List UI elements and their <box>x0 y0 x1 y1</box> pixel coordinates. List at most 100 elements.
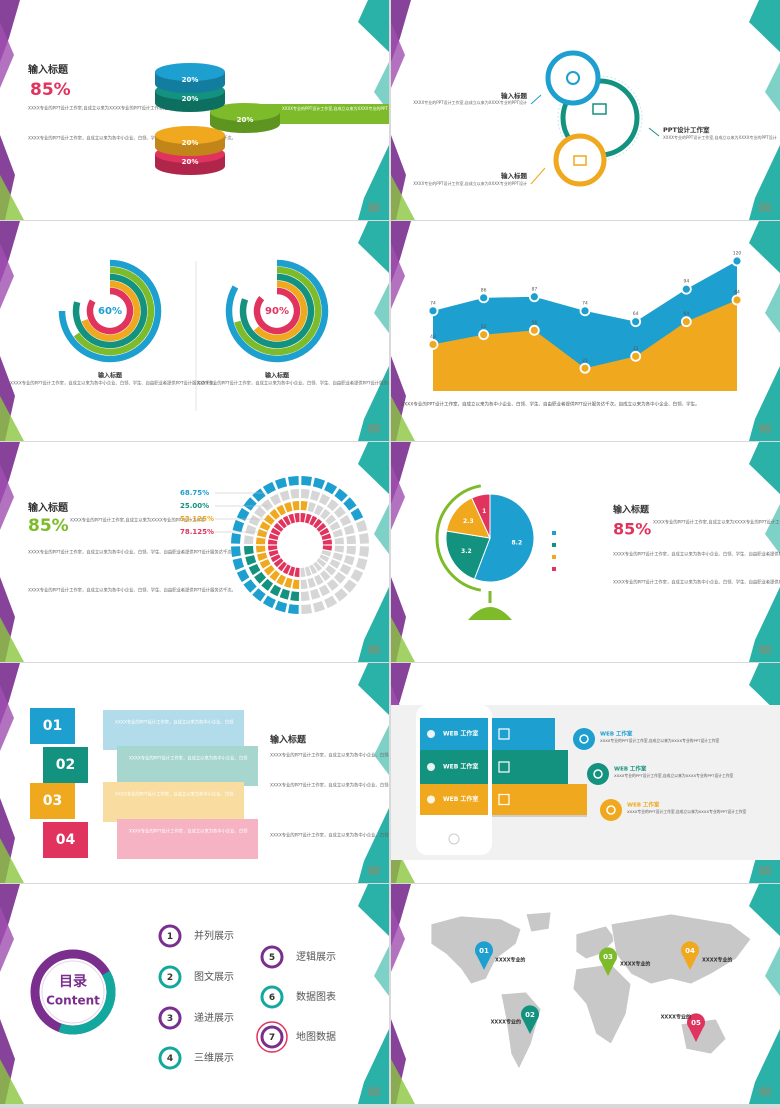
item-number: 3 <box>167 1014 173 1024</box>
pin <box>599 947 617 976</box>
ring-segment <box>270 527 281 536</box>
ring-arc <box>81 280 141 342</box>
ring-segment <box>321 549 332 557</box>
bar-text: XXXX专业的PPT设计工作室，自成立以来为各中小企业、白领 <box>129 755 248 762</box>
ring-segment <box>312 477 326 490</box>
body-text: XXXX专业的PPT设计工作室，自成立以来为各中小企业、白领、学生、自由职业者提… <box>28 549 236 556</box>
ring-segment <box>252 588 266 602</box>
decoration <box>358 1029 389 1104</box>
decoration <box>374 283 389 333</box>
ring-segment <box>236 569 250 583</box>
decoration <box>0 906 14 972</box>
body-text: XXXX专业的PPT设计工作室,自成立以来为XXXX专业的PPT设计工作室 <box>653 519 780 526</box>
icon <box>573 155 587 166</box>
slide: 8.2 3.2 2.3 1 输入标题 85% XXXX专业的PPT设计工作室,自成立以来为X… <box>391 442 780 662</box>
connector <box>648 127 660 137</box>
pin-label: XXXX专业的 <box>702 957 732 964</box>
title: 输入标题 <box>28 63 69 76</box>
icon <box>566 71 580 85</box>
ring-segment <box>244 535 254 545</box>
item-label: 递进展示 <box>194 1011 234 1024</box>
ring-segment <box>257 552 268 561</box>
item-label: 逻辑展示 <box>296 950 336 963</box>
band <box>245 104 389 124</box>
point <box>630 350 642 362</box>
ring-segment <box>314 574 324 586</box>
slide-badge <box>759 645 771 654</box>
ring-segment <box>273 558 284 568</box>
ring-segment <box>320 570 331 582</box>
decoration <box>391 243 405 309</box>
ring-segment <box>268 545 278 551</box>
decoration <box>765 946 780 996</box>
item-icon <box>587 763 609 785</box>
decoration <box>358 366 389 441</box>
ring-segment <box>326 578 339 591</box>
ring-segment <box>248 563 261 576</box>
connector <box>530 94 542 105</box>
ring-segment <box>288 513 296 524</box>
decoration <box>391 396 415 441</box>
ring-segment <box>279 490 290 502</box>
ring-segment <box>334 545 344 553</box>
item-icon <box>600 799 622 821</box>
step-icon <box>498 728 510 740</box>
decoration <box>358 221 389 273</box>
phone-label: WEB 工作室 <box>443 763 478 771</box>
ring-arc <box>86 287 134 335</box>
ring-segment <box>287 476 299 486</box>
ring-segment <box>301 476 313 486</box>
ring-segment <box>310 588 321 600</box>
ring-arc <box>72 273 148 349</box>
pin <box>475 941 493 970</box>
decoration <box>765 504 780 554</box>
point-label: 52 <box>481 324 487 330</box>
ring-segment <box>325 514 337 525</box>
ring-segment <box>324 595 338 609</box>
bar-text: XXXX专业的PPT设计工作室，自成立以来为各中小企业、白领 <box>115 791 234 798</box>
percent: 85% <box>613 520 651 539</box>
ring-segment <box>339 514 352 527</box>
decoration <box>749 884 780 936</box>
ring-segment <box>290 591 300 601</box>
ring-segment <box>276 574 286 586</box>
ring-segment <box>269 508 280 520</box>
connector <box>530 167 546 185</box>
pin-number: 05 <box>691 1019 701 1027</box>
slide: 输入标题 85%XXXX专业的PPT设计工作室,自成立以来为XXXX专业的PPT设… <box>0 442 389 662</box>
percent: 85% <box>28 516 69 536</box>
phone-label: WEB 工作室 <box>443 795 478 803</box>
subheading: Content <box>46 994 100 1008</box>
ring-segment <box>355 557 368 571</box>
ring-segment <box>254 506 267 519</box>
ring-arc <box>225 259 329 363</box>
decoration <box>749 1029 780 1104</box>
point-label: 86 <box>481 287 487 293</box>
ring-segment <box>343 555 355 566</box>
step-icon <box>498 793 510 806</box>
decoration <box>358 442 389 494</box>
slide-badge <box>368 645 380 654</box>
text-bar <box>117 746 258 786</box>
number-box <box>43 822 88 858</box>
phone-screen-bottom <box>420 815 488 851</box>
ring-segment <box>307 577 316 588</box>
ring-segment <box>261 499 274 512</box>
ring-segment <box>270 554 281 563</box>
ring-text: XXXX专业的PPT设计工作室，自成立以来为各中小企业、白领、学生、自由职业者提… <box>10 380 218 387</box>
item-label: 图文展示 <box>194 970 234 983</box>
body-text: XXXX专业的PPT设计工作室，自成立以来为各中小企业、白领、学生 <box>270 832 402 839</box>
ring-segment <box>350 507 364 521</box>
bar-text: XXXX专业的PPT设计工作室，自成立以来为各中小企业、白领 <box>115 719 234 726</box>
ring-segment <box>316 558 327 568</box>
ring-segment <box>243 497 257 511</box>
point-label: 43 <box>430 334 436 340</box>
ring-segment <box>259 521 271 531</box>
ring-segment <box>288 566 296 577</box>
point <box>478 292 490 304</box>
ring-segment <box>307 502 316 513</box>
disc-top <box>155 63 225 81</box>
value-label: 25.00% <box>180 502 209 510</box>
item-text: XXXX专业的PPT设计工作室,自成立以来为XXXX专业的PPT设计工作室 <box>614 773 734 778</box>
point <box>680 283 692 295</box>
